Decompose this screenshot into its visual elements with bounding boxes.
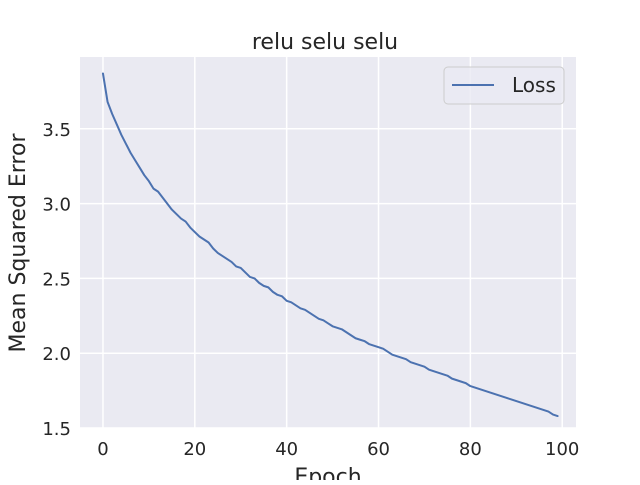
y-tick-label: 3.0: [42, 195, 71, 216]
plot-area: [80, 57, 576, 428]
x-tick-label: 0: [97, 439, 108, 460]
y-tick-label: 2.5: [42, 269, 71, 290]
x-tick-label: 20: [183, 439, 206, 460]
legend-box: [443, 66, 565, 105]
y-axis-label: Mean Squared Error: [6, 133, 31, 353]
y-tick-label: 3.5: [42, 120, 71, 141]
x-tick-label: 40: [275, 439, 298, 460]
chart-title: relu selu selu: [252, 30, 398, 55]
x-tick-label: 60: [367, 439, 390, 460]
y-tick-label: 1.5: [42, 419, 71, 440]
loss-series-line: [101, 72, 559, 418]
x-tick-label: 80: [459, 439, 482, 460]
legend: Loss: [443, 66, 565, 105]
y-tick-label: 2.0: [42, 344, 71, 365]
tick-labels: 0 20 40 60 80 100 1.5 2.0 2.5 3.0 3.5: [42, 120, 579, 460]
grid: [80, 57, 576, 429]
x-tick-label: 100: [545, 439, 579, 460]
series-layer: [101, 72, 559, 418]
legend-loss-label: Loss: [512, 73, 556, 97]
x-axis-label: Epoch: [294, 465, 361, 480]
